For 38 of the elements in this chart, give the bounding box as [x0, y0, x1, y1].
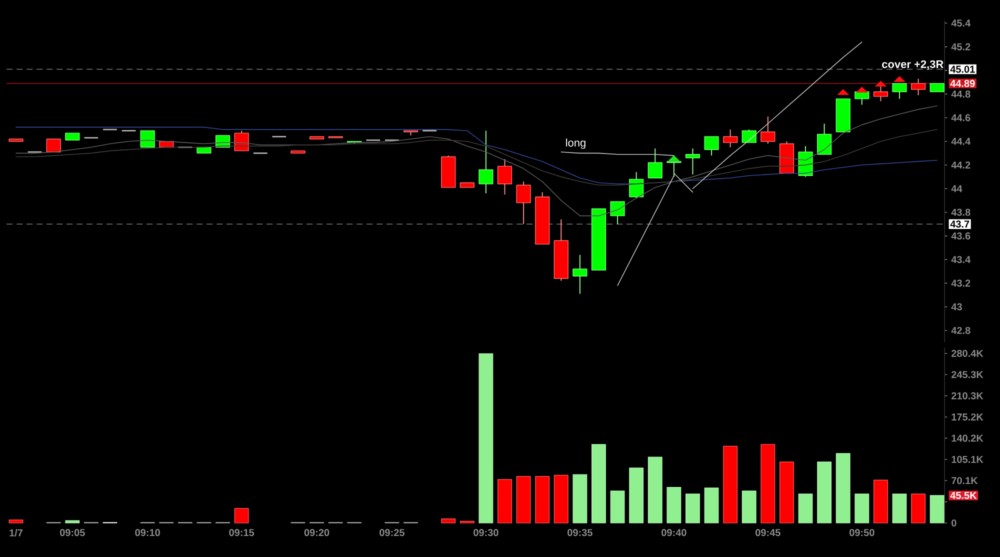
y-tick-label: 44.4 [951, 138, 971, 145]
x-tick-label: 1/7 [10, 529, 23, 536]
y-tick-label: 140.2K [952, 434, 984, 442]
x-tick-label: 09:20 [304, 529, 330, 536]
series-label: long [566, 138, 586, 149]
annotation: 45.5K [950, 492, 977, 499]
ref-line-label: 45.01 [950, 66, 975, 73]
x-tick-label: 09:25 [380, 529, 404, 536]
y-tick-label: 43 [951, 303, 962, 310]
x-tick-label: 09:30 [474, 529, 498, 536]
x-tick-label: 09:05 [60, 529, 85, 536]
x-tick-label: 09:35 [568, 529, 592, 536]
y-tick-label: 44 [951, 185, 962, 192]
x-tick-label: 09:50 [850, 529, 874, 536]
y-tick-label: 210.3K [951, 392, 984, 400]
y-tick-label: 175.2K [952, 413, 984, 421]
y-tick-label: 44.8 [951, 90, 970, 98]
y-tick-label: 70.1K [952, 477, 978, 484]
y-tick-label: 43.2 [951, 280, 970, 287]
series-label: cover +2,3R [882, 60, 944, 70]
y-tick-label: 44.2 [951, 162, 970, 168]
y-tick-label: 45.2 [951, 43, 970, 50]
y-tick-label: 105.1K [952, 456, 984, 463]
y-tick-label: 280.4K [951, 350, 984, 357]
x-tick-label: 09:10 [135, 529, 160, 536]
y-tick-label: 43.4 [951, 256, 971, 264]
ref-line-label: 43.7 [950, 220, 970, 228]
y-tick-label: 45.4 [951, 20, 971, 27]
ref-line-label: 44.89 [950, 80, 975, 87]
y-tick-label: 43.6 [951, 232, 970, 240]
y-tick-label: 43.8 [951, 208, 970, 216]
x-tick-label: 09:40 [662, 529, 686, 536]
x-tick-label: 09:15 [229, 529, 254, 536]
y-tick-label: 42.8 [951, 326, 970, 334]
y-tick-label: 44.6 [951, 114, 970, 122]
x-tick-label: 09:45 [756, 529, 780, 536]
y-tick-label: 245.3K [951, 371, 984, 378]
y-tick-label: 0 [952, 519, 956, 527]
